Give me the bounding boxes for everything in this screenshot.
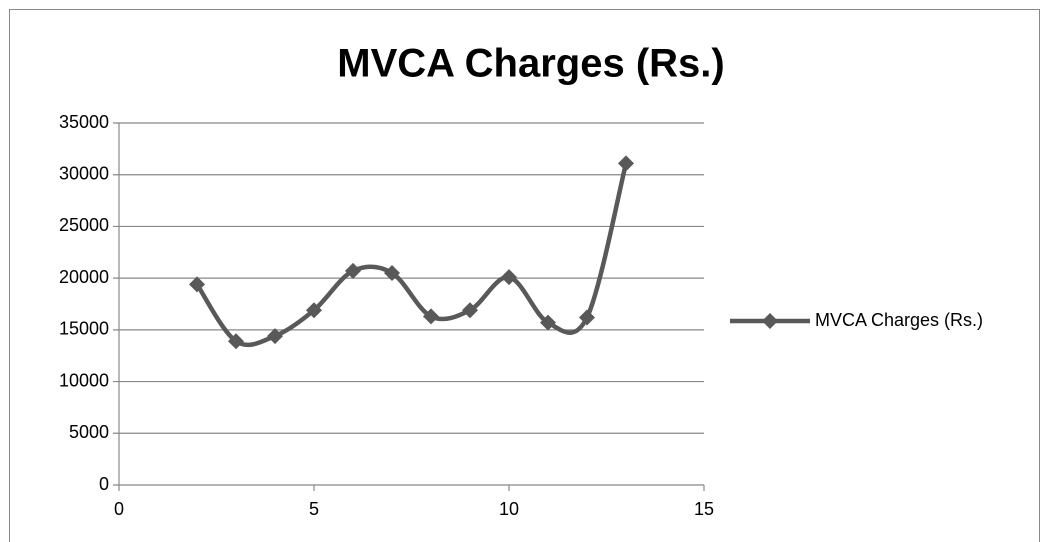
marker (267, 328, 283, 345)
y-tick-label: 30000 (59, 163, 109, 183)
y-tick-label: 25000 (59, 215, 109, 235)
marker (423, 308, 439, 325)
marker (462, 302, 478, 319)
chart-border (9, 9, 1040, 542)
y-tick-label: 35000 (59, 112, 109, 132)
y-tick-label: 20000 (59, 267, 109, 287)
y-tick-label: 10000 (59, 370, 109, 390)
marker (579, 309, 595, 326)
marker (540, 314, 556, 331)
x-tick-label: 10 (499, 499, 519, 519)
x-tick-label: 5 (309, 499, 319, 519)
chart-title: MVCA Charges (Rs.) (337, 42, 724, 86)
legend-marker (762, 313, 778, 329)
marker (618, 155, 634, 172)
marker (306, 302, 322, 319)
y-tick-label: 5000 (69, 422, 109, 442)
marker (345, 262, 361, 279)
marker (501, 269, 517, 286)
marker (384, 264, 400, 281)
x-tick-label: 15 (694, 499, 714, 519)
y-tick-label: 0 (99, 474, 109, 494)
marker (189, 276, 205, 293)
y-tick-label: 15000 (59, 319, 109, 339)
marker (228, 333, 244, 350)
x-tick-label: 0 (114, 499, 124, 519)
legend-label: MVCA Charges (Rs.) (815, 310, 983, 330)
